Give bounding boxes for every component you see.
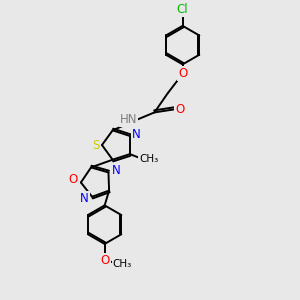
Text: O: O (69, 173, 78, 186)
Text: CH₃: CH₃ (139, 154, 158, 164)
Text: O: O (175, 103, 184, 116)
Text: Cl: Cl (177, 3, 188, 16)
Text: HN: HN (120, 113, 137, 126)
Text: S: S (92, 139, 99, 152)
Text: O: O (178, 68, 187, 80)
Text: CH₃: CH₃ (113, 259, 132, 269)
Text: N: N (132, 128, 141, 141)
Text: N: N (112, 164, 120, 178)
Text: N: N (80, 192, 89, 205)
Text: O: O (100, 254, 110, 267)
